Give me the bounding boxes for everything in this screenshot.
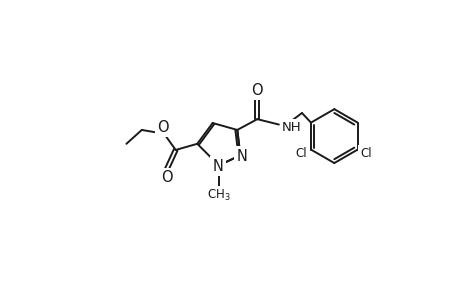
Text: O: O xyxy=(157,120,168,135)
Text: N: N xyxy=(212,159,223,174)
Text: O: O xyxy=(251,83,263,98)
Text: O: O xyxy=(160,170,172,185)
Text: Cl: Cl xyxy=(359,147,371,160)
Text: CH$_3$: CH$_3$ xyxy=(207,188,230,203)
Text: Cl: Cl xyxy=(295,147,307,160)
Text: N: N xyxy=(236,148,247,164)
Text: NH: NH xyxy=(281,121,301,134)
